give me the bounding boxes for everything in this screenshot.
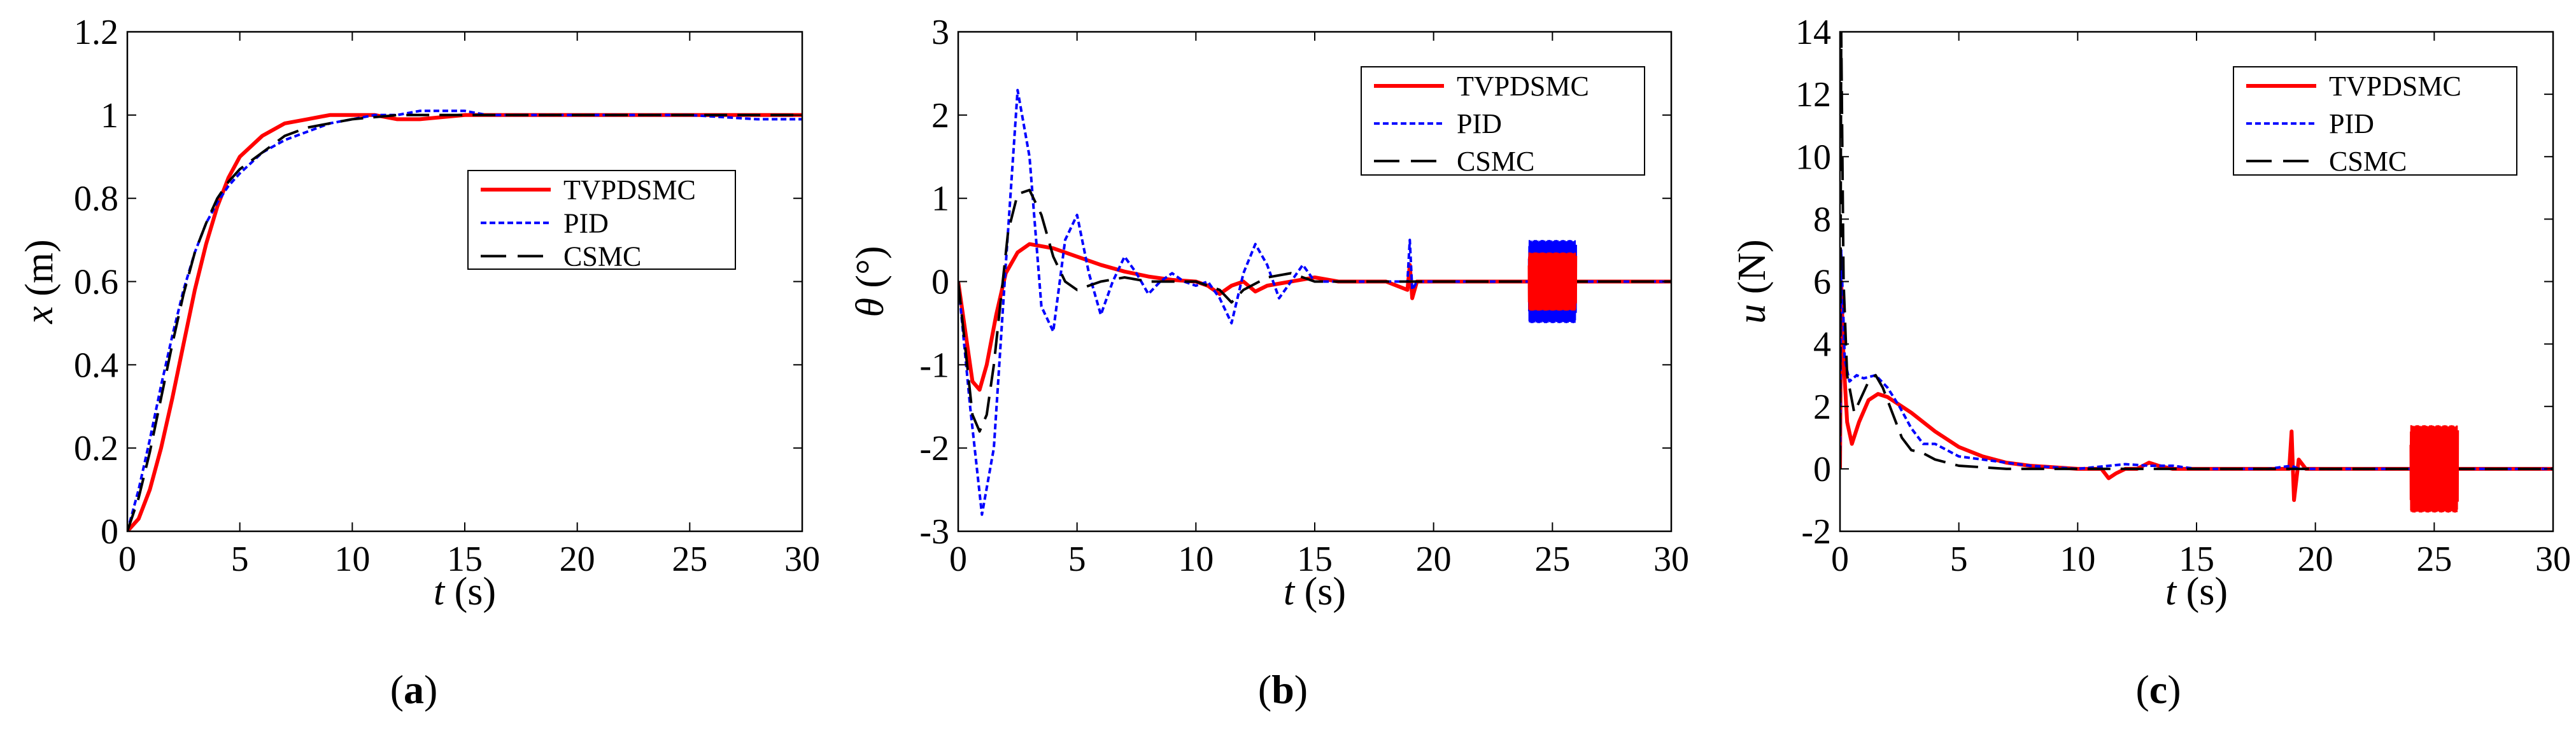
y-tick-label: -3: [919, 512, 949, 552]
legend-label-tvpdsmc: TVPDSMC: [1457, 71, 1589, 102]
x-tick-label: 30: [2535, 540, 2571, 579]
noise-band-tvpdsmc: [1527, 252, 1578, 311]
y-tick-label: 0.8: [74, 179, 118, 219]
x-tick-label: 15: [2179, 540, 2214, 579]
series-line-tvpdsmc: [1840, 279, 2553, 502]
x-tick-label: 15: [447, 540, 483, 579]
legend-label-csmc: CSMC: [563, 241, 641, 272]
legend-box: [467, 170, 736, 270]
x-tick-label: 25: [672, 540, 707, 579]
y-tick-label: 12: [1795, 75, 1831, 115]
y-tick-label: 1: [931, 179, 949, 219]
y-tick-label: 2: [1813, 387, 1831, 427]
y-tick-label: 0: [1813, 450, 1831, 489]
y-tick-label: 0: [931, 263, 949, 302]
axes-frame: [126, 31, 803, 533]
y-tick-label: 1.2: [74, 13, 118, 52]
series-group: [1840, 32, 2553, 513]
series-line-csmc: [958, 188, 1671, 433]
series-line-pid: [958, 88, 1671, 516]
x-tick-label: 20: [2298, 540, 2333, 579]
y-tick-label: 0: [101, 512, 118, 552]
noise-band-tvpdsmc: [2409, 425, 2459, 513]
y-axis-label: x (m): [18, 239, 61, 325]
x-tick-label: 0: [949, 540, 967, 579]
y-tick-label: 10: [1795, 137, 1831, 177]
x-axis-label: t (s): [1284, 570, 1346, 613]
legend-label-csmc: CSMC: [2329, 146, 2407, 177]
x-tick-label: 25: [1534, 540, 1570, 579]
x-axis-label: t (s): [2165, 570, 2228, 613]
chart-panel-b: 0 5 10 15 20 25 30 -3 -2 -1 0 1 2 3 t (s) θ (°) TVPDSMC P…: [849, 13, 1689, 613]
x-tick-label: 20: [1416, 540, 1452, 579]
panel-label-a: (a): [390, 667, 438, 712]
y-tick-label: 8: [1813, 200, 1831, 239]
x-tick-label: 30: [1653, 540, 1689, 579]
x-tick-label: 0: [1831, 540, 1849, 579]
x-tick-label: 5: [231, 540, 249, 579]
chart-panel-a: 0 5 10 15 20 25 30 0 0.2 0.4 0.6 0.8 1 1.2 t (s) x (m) T…: [18, 13, 820, 613]
series-line-csmc: [127, 113, 802, 531]
y-tick-label: 6: [1813, 263, 1831, 302]
x-tick-label: 30: [784, 540, 820, 579]
x-tick-label: 10: [334, 540, 370, 579]
legend: TVPDSMC PID CSMC: [1361, 66, 1645, 177]
x-tick-label: 0: [118, 540, 136, 579]
noise-band-pid: [1527, 240, 1577, 323]
y-axis-label: θ (°): [849, 246, 892, 317]
legend-label-tvpdsmc: TVPDSMC: [563, 174, 696, 206]
y-tick-label: 3: [931, 13, 949, 52]
y-tick-label: -2: [919, 429, 949, 468]
x-tick-label: 5: [1068, 540, 1086, 579]
y-tick-label: 2: [931, 96, 949, 136]
x-tick-label: 10: [1178, 540, 1214, 579]
x-tick-label: 25: [2416, 540, 2452, 579]
x-tick-label: 20: [560, 540, 595, 579]
y-tick-label: 0.6: [74, 263, 118, 302]
x-tick-label: 5: [1950, 540, 1968, 579]
y-tick-label: 0.4: [74, 346, 118, 385]
series-group: [958, 88, 1671, 516]
y-axis-label: u (N): [1730, 239, 1774, 324]
x-tick-label: 15: [1297, 540, 1333, 579]
legend-label-csmc: CSMC: [1457, 146, 1534, 177]
legend: TVPDSMC PID CSMC: [2233, 66, 2517, 177]
y-tick-label: -1: [919, 346, 949, 385]
legend-label-pid: PID: [2329, 108, 2374, 139]
y-tick-label: 0.2: [74, 429, 118, 468]
series-line-csmc: [1840, 32, 2553, 470]
y-tick-label: 4: [1813, 325, 1831, 365]
x-tick-label: 10: [2060, 540, 2095, 579]
series-group: [127, 109, 802, 531]
series-line-pid: [127, 109, 802, 531]
legend-label-tvpdsmc: TVPDSMC: [2329, 71, 2461, 102]
panel-label-c: (c): [2135, 667, 2181, 712]
y-tick-label: 1: [101, 96, 118, 136]
y-tick-label: -2: [1801, 512, 1831, 552]
y-tick-label: 14: [1795, 13, 1831, 52]
panel-label-b: (b): [1258, 667, 1308, 712]
legend-label-pid: PID: [1457, 108, 1502, 139]
legend-label-pid: PID: [563, 207, 609, 239]
x-axis-label: t (s): [434, 570, 496, 613]
